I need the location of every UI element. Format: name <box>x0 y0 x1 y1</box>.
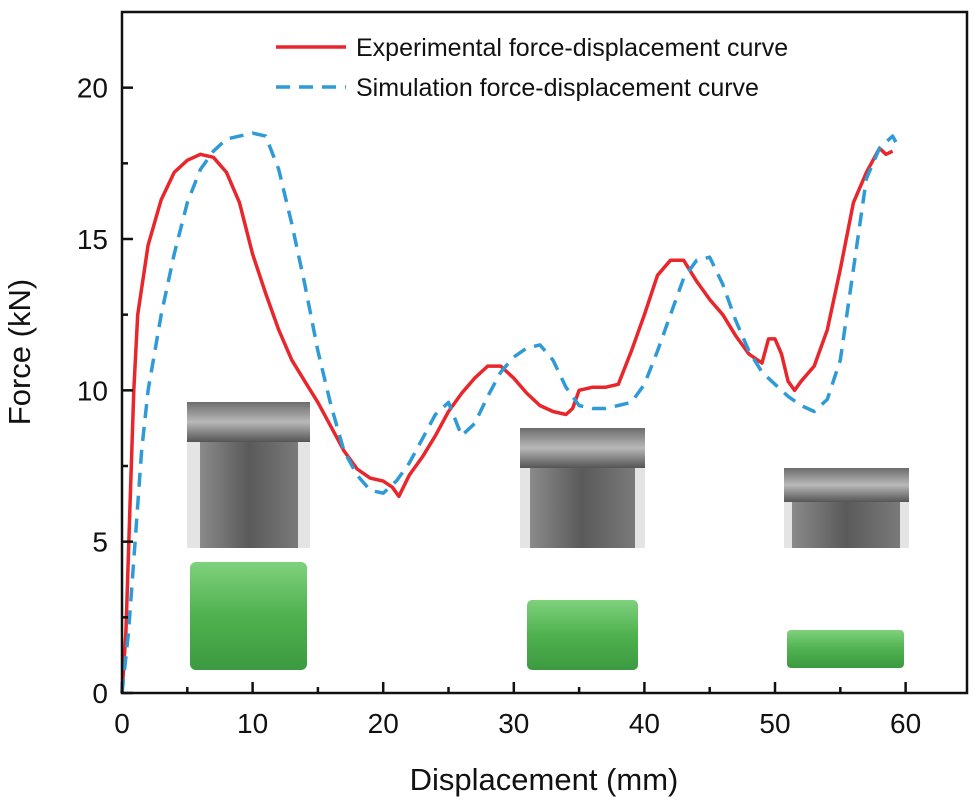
simulation-model-1 <box>190 562 307 670</box>
y-axis-label: Force (kN) <box>2 279 37 425</box>
experimental-curve <box>120 146 894 694</box>
simulation-model-3 <box>787 630 904 668</box>
specimen-photo-3 <box>784 468 909 548</box>
y-tick-label: 10 <box>77 375 108 406</box>
x-tick-label: 20 <box>368 708 399 739</box>
legend-label-experimental: Experimental force-displacement curve <box>356 34 788 62</box>
y-tick-label: 20 <box>77 73 108 104</box>
x-tick-label: 50 <box>759 708 790 739</box>
x-tick-label: 30 <box>498 708 529 739</box>
legend-label-simulation: Simulation force-displacement curve <box>356 74 759 102</box>
y-tick-label: 0 <box>92 678 108 709</box>
x-tick-label: 60 <box>890 708 921 739</box>
y-tick-label: 5 <box>92 527 108 558</box>
x-axis-label: Displacement (mm) <box>410 762 679 797</box>
legend: Experimental force-displacement curve Si… <box>276 34 788 102</box>
x-tick-label: 10 <box>237 708 268 739</box>
specimen-photo-1 <box>187 402 310 548</box>
specimen-insets <box>187 402 909 670</box>
x-tick-label: 40 <box>629 708 660 739</box>
x-tick-label: 0 <box>114 708 130 739</box>
y-tick-label: 15 <box>77 224 108 255</box>
simulation-curve <box>120 131 901 694</box>
specimen-photo-2 <box>520 428 645 548</box>
plot-frame <box>120 10 969 695</box>
simulation-model-2 <box>527 600 638 670</box>
